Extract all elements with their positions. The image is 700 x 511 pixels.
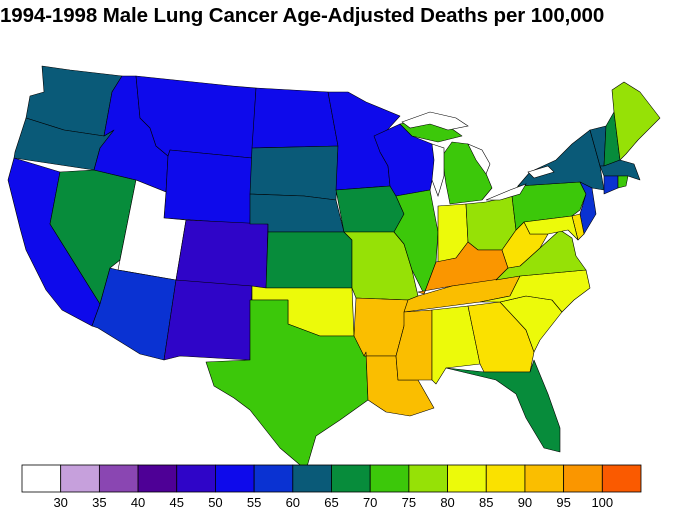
legend-label: 95 (556, 495, 570, 510)
legend-swatch (563, 464, 603, 493)
legend-swatch (447, 464, 487, 493)
legend-label: 80 (440, 495, 454, 510)
great-lakes (401, 111, 555, 201)
lake-4 (485, 183, 527, 201)
legend-swatch (60, 464, 100, 493)
legend-label: 55 (247, 495, 261, 510)
legend-label: 70 (363, 495, 377, 510)
state-me (611, 81, 661, 161)
state-nm (163, 279, 253, 361)
legend-label: 75 (402, 495, 416, 510)
lake-2 (431, 143, 445, 197)
state-il (393, 189, 439, 295)
state-ks (265, 231, 353, 289)
legend-swatch (253, 464, 294, 493)
legend-swatch (524, 464, 565, 493)
legend-label: 100 (591, 495, 613, 510)
state-tx (205, 299, 369, 471)
state-md (523, 215, 579, 241)
legend-label: 45 (170, 495, 184, 510)
state-ct (603, 175, 619, 195)
legend-label: 60 (286, 495, 300, 510)
state-ny (517, 129, 605, 191)
legend-swatch (215, 464, 255, 493)
state-nc (479, 269, 591, 313)
legend-label: 85 (479, 495, 493, 510)
legend-swatch (21, 464, 62, 493)
lake-1 (401, 111, 469, 131)
legend-swatch (601, 464, 642, 493)
legend-label: 90 (518, 495, 532, 510)
lake-3 (467, 143, 491, 175)
legend-swatch (369, 464, 410, 493)
legend-label: 35 (92, 495, 106, 510)
legend-swatch (137, 464, 178, 493)
map-title: 1994-1998 Male Lung Cancer Age-Adjusted … (0, 4, 605, 27)
legend-swatch (292, 464, 332, 493)
states-layer (7, 65, 661, 471)
legend-swatch (176, 464, 216, 493)
state-sd (249, 145, 339, 201)
legend-swatch (485, 464, 526, 493)
legend-swatch (331, 464, 371, 493)
legend-swatch (98, 464, 139, 493)
legend-label: 50 (208, 495, 222, 510)
color-legend: 30 35 40 45 50 55 60 65 70 75 80 85 90 95 100 (21, 464, 642, 510)
legend-label: 30 (53, 495, 67, 510)
state-wy (163, 149, 253, 225)
legend-swatch (408, 464, 448, 493)
state-nd (251, 87, 339, 149)
legend-label: 40 (131, 495, 145, 510)
lake-5 (527, 165, 555, 179)
state-ri (617, 175, 629, 189)
state-fl (445, 359, 561, 453)
legend-label: 65 (324, 495, 338, 510)
